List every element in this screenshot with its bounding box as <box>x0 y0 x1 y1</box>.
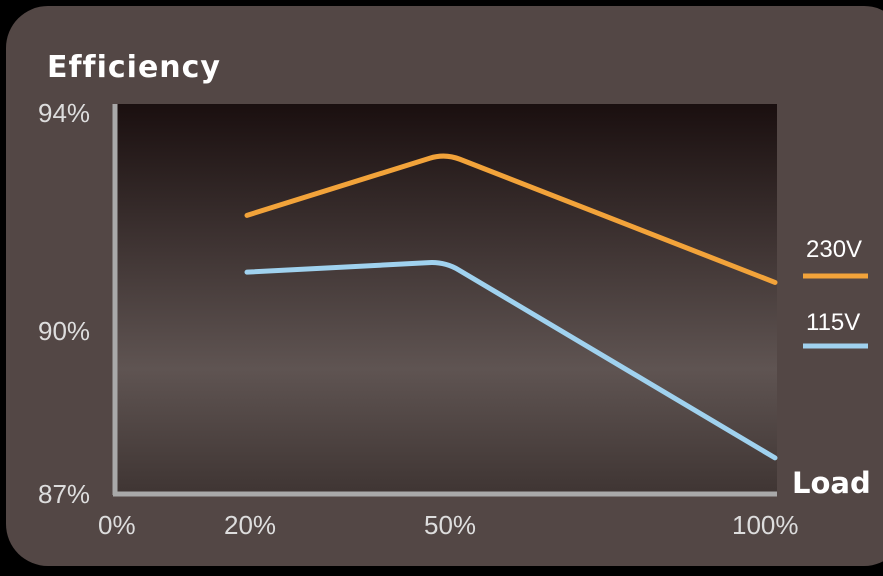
plot-area <box>115 104 777 494</box>
legend-label-115v: 115V <box>806 309 861 336</box>
x-tick-label: 20% <box>224 510 277 540</box>
x-axis-label: Load <box>792 466 871 500</box>
x-tick-label: 0% <box>98 510 136 540</box>
x-tick-label: 100% <box>732 510 799 540</box>
series-line-230v <box>244 153 778 285</box>
y-tick-label: 90% <box>38 316 91 346</box>
legend-label-230v: 230V <box>806 236 863 263</box>
y-tick-label: 94% <box>38 98 91 128</box>
y-tick-label: 87% <box>38 479 91 509</box>
chart-title: Efficiency <box>47 50 221 85</box>
series-line-115v <box>244 260 778 461</box>
x-tick-label: 50% <box>424 510 477 540</box>
